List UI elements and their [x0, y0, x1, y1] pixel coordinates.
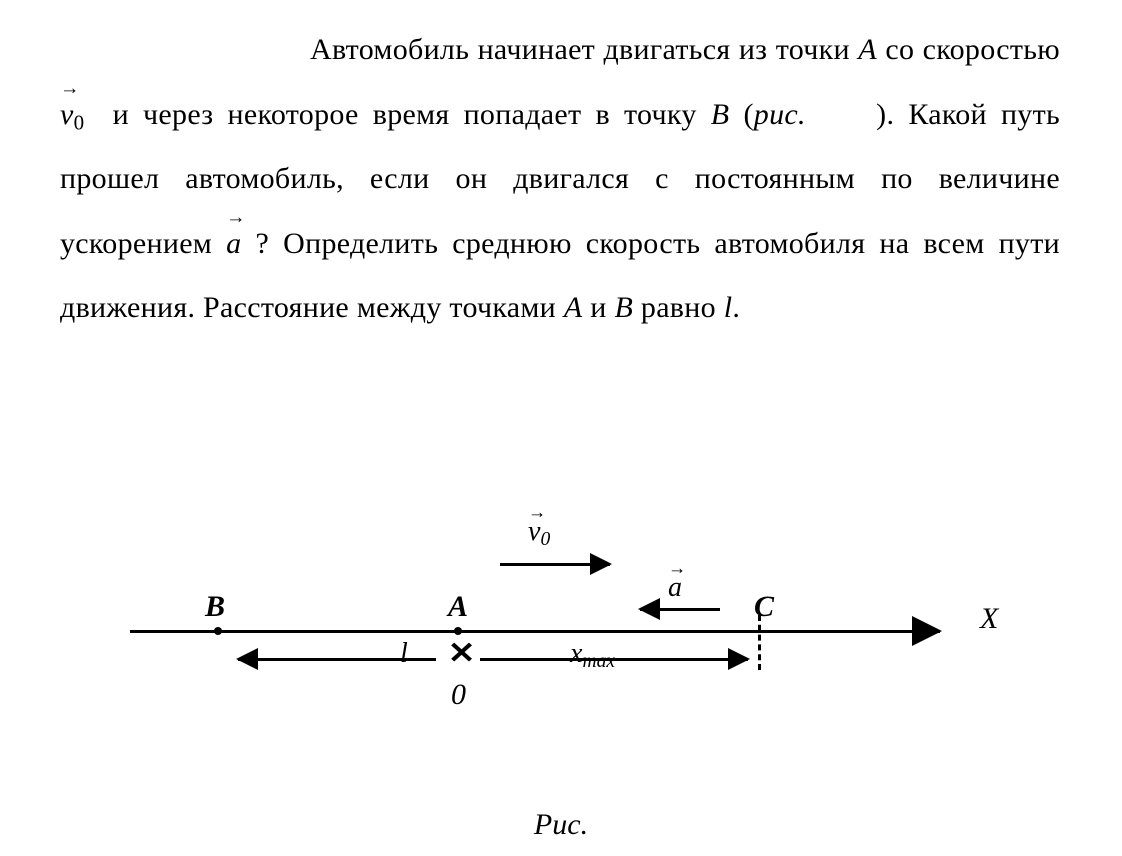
- axis-label-x: X: [980, 602, 998, 636]
- l-label: l: [400, 638, 408, 670]
- point-a-dot: [454, 627, 462, 635]
- point-b-dot: [214, 627, 222, 635]
- point-b-label: B: [205, 590, 225, 624]
- point-a-label: A: [448, 590, 468, 624]
- origin-mark: ✕: [448, 636, 476, 671]
- problem-body: Автомобиль начинает двигаться из точки A…: [60, 33, 1060, 324]
- kinematics-diagram: X B A ✕ 0 C v0 a l xmax: [0, 490, 1122, 770]
- a-label: a: [668, 572, 682, 604]
- v0-label: v0: [528, 516, 550, 551]
- problem-text: Автомобиль начинает двигаться из точки A…: [60, 18, 1060, 341]
- a-arrow: [640, 608, 720, 611]
- x-axis: [130, 630, 940, 633]
- figure-caption: Рис.: [0, 808, 1122, 842]
- point-c-label: C: [754, 590, 774, 624]
- v0-arrow: [500, 563, 610, 566]
- origin-zero: 0: [451, 678, 466, 712]
- xmax-label: xmax: [570, 638, 615, 673]
